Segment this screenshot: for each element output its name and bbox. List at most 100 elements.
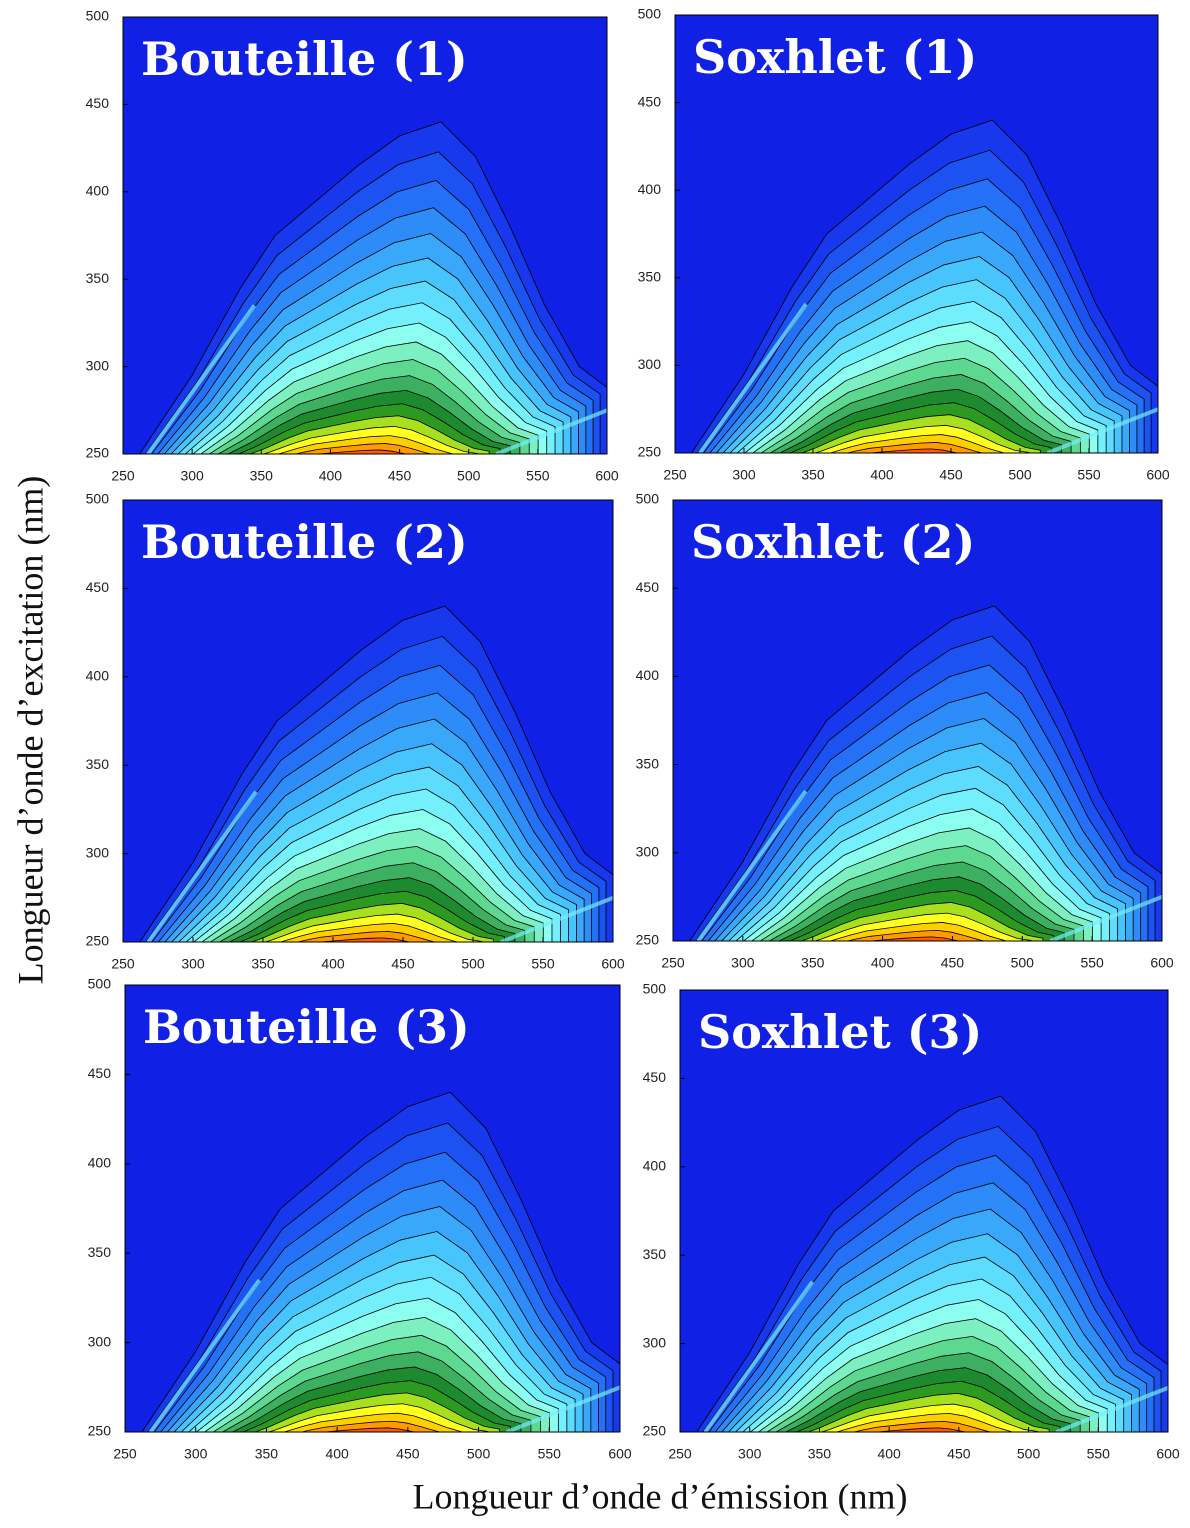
x-tick-label: 400	[319, 468, 343, 484]
x-tick-label: 400	[321, 956, 345, 972]
y-tick-label: 500	[643, 981, 667, 997]
x-tick-label: 300	[184, 1446, 208, 1462]
x-tick-label: 600	[595, 468, 619, 484]
y-tick-label: 350	[643, 1246, 667, 1262]
panel-title: Bouteille (3)	[143, 1000, 470, 1054]
y-tick-label: 400	[86, 668, 110, 684]
scatter-streak	[1046, 407, 1158, 453]
x-tick-label: 250	[663, 467, 687, 483]
x-tick-label: 450	[391, 956, 415, 972]
x-tick-label: 350	[801, 955, 825, 971]
y-tick-label: 350	[638, 269, 662, 285]
y-tick-label: 400	[636, 667, 660, 683]
x-tick-label: 550	[1080, 955, 1104, 971]
panel: 250 300 350 400 450 500 550 600 250 300 350 400 450 5…	[86, 8, 619, 484]
contour-level	[292, 943, 422, 949]
x-tick-label: 450	[388, 468, 412, 484]
contour-level	[310, 947, 399, 949]
x-axis-label: Longueur d’onde d’émission (nm)	[413, 1476, 908, 1516]
y-tick-label: 300	[88, 1333, 112, 1349]
x-tick-label: 300	[732, 467, 756, 483]
plot-area	[123, 500, 613, 949]
contour-level	[323, 1427, 417, 1432]
x-tick-label: 350	[251, 956, 275, 972]
contour-level	[842, 942, 972, 948]
x-tick-label: 250	[111, 468, 135, 484]
contour-level	[290, 455, 418, 461]
contour-level	[867, 1437, 955, 1439]
plot-frame	[122, 499, 614, 943]
panel: 250 300 350 400 450 500 550 600 250 300 350 400 450 5…	[86, 491, 625, 972]
y-tick-label: 300	[638, 356, 662, 372]
x-tick-label: 550	[531, 956, 555, 972]
scatter-streak	[696, 789, 808, 941]
x-tick-label: 250	[661, 955, 685, 971]
x-tick-label: 300	[731, 955, 755, 971]
plot-area	[123, 17, 607, 461]
x-tick-label: 500	[467, 1446, 491, 1462]
y-tick-label: 300	[86, 844, 110, 860]
scatter-streak	[1055, 1385, 1168, 1432]
x-tick-label: 550	[526, 468, 550, 484]
contour-level	[314, 1437, 404, 1439]
contour-level	[296, 930, 437, 942]
y-tick-label: 450	[86, 579, 110, 595]
x-tick-label: 550	[1087, 1446, 1111, 1462]
plot-frame	[672, 499, 1163, 942]
y-tick-label: 500	[86, 8, 110, 24]
contour-level	[316, 449, 408, 454]
y-tick-label: 350	[86, 270, 110, 286]
contour-level	[860, 946, 948, 948]
x-tick-label: 500	[1008, 467, 1032, 483]
y-tick-label: 250	[643, 1423, 667, 1439]
plot-area	[673, 500, 1162, 948]
x-tick-label: 300	[180, 468, 204, 484]
panel: 250 300 350 400 450 500 550 600 250 300 350 400 450 5…	[88, 976, 632, 1462]
x-tick-label: 300	[738, 1446, 762, 1462]
plot-frame	[679, 989, 1169, 1433]
scatter-streak	[495, 408, 607, 454]
contour-level	[308, 459, 396, 461]
contour-level	[845, 442, 985, 453]
y-tick-label: 250	[88, 1423, 112, 1439]
x-tick-label: 400	[871, 955, 895, 971]
x-tick-label: 400	[877, 1446, 901, 1462]
y-tick-label: 250	[636, 932, 660, 948]
panel-title: Bouteille (1)	[141, 32, 468, 86]
y-tick-label: 350	[636, 755, 660, 771]
y-tick-label: 400	[638, 181, 662, 197]
y-tick-label: 500	[86, 491, 110, 507]
y-tick-label: 350	[88, 1244, 112, 1260]
scatter-streak	[146, 790, 258, 942]
x-tick-label: 500	[457, 468, 481, 484]
y-tick-label: 300	[86, 357, 110, 373]
y-tick-label: 350	[86, 756, 110, 772]
panel: 250 300 350 400 450 500 550 600 250 300 350 400 450 5…	[636, 491, 1174, 971]
contour-level	[842, 454, 970, 460]
x-tick-label: 500	[1017, 1446, 1041, 1462]
y-tick-label: 400	[643, 1158, 667, 1174]
x-tick-label: 450	[396, 1446, 420, 1462]
x-tick-label: 600	[1146, 467, 1170, 483]
y-tick-label: 450	[643, 1069, 667, 1085]
plot-frame	[674, 14, 1159, 454]
scatter-streak	[698, 302, 808, 453]
scatter-streak	[506, 1385, 620, 1432]
panel-title: Soxhlet (1)	[693, 30, 977, 84]
contour-level	[869, 936, 961, 941]
panel-title: Soxhlet (2)	[691, 515, 975, 569]
y-tick-label: 300	[636, 844, 660, 860]
x-tick-label: 500	[461, 956, 485, 972]
x-tick-label: 600	[601, 956, 625, 972]
y-tick-label: 450	[636, 579, 660, 595]
panel-title: Soxhlet (3)	[698, 1005, 982, 1059]
contour-level	[299, 1420, 442, 1432]
contour-level	[848, 1433, 977, 1439]
y-tick-label: 450	[638, 93, 662, 109]
x-tick-label: 350	[255, 1446, 279, 1462]
x-tick-label: 350	[808, 1446, 832, 1462]
plot-frame	[122, 16, 608, 455]
contour-level	[860, 458, 947, 460]
x-tick-label: 250	[111, 956, 135, 972]
